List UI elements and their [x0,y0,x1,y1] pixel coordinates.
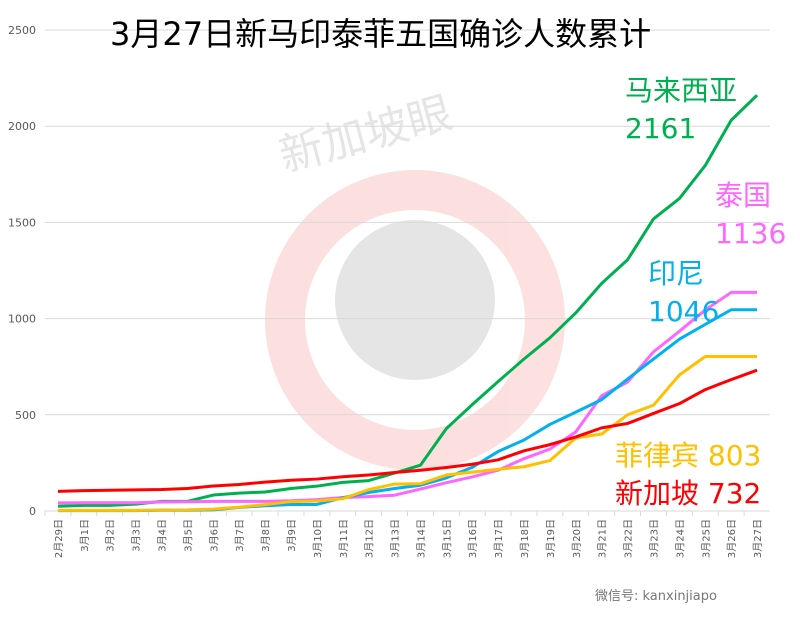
y-axis-ticks: 0 500 1000 1500 2000 2500 [8,24,36,518]
x-tick-label: 3月2日 [105,519,117,552]
x-tick-label: 3月12日 [364,519,376,558]
series-line [57,368,758,493]
x-tick-label: 3月23日 [648,519,660,558]
x-tick-label: 3月4日 [157,519,169,552]
chart-title: 3月27日新马印泰菲五国确诊人数累计 [110,15,651,53]
x-tick-label: 2月29日 [53,519,65,558]
x-tick-label: 3月8日 [260,519,272,552]
x-tick-label: 3月15日 [441,519,453,558]
watermark-logo: 新加坡眼 [265,87,565,470]
series-line [57,355,758,512]
x-tick-label: 3月21日 [597,519,609,558]
x-tick-label: 3月18日 [519,519,531,558]
series-line [57,290,758,505]
x-tick-label: 3月13日 [390,519,402,558]
x-tick-label: 3月10日 [312,519,324,558]
y-tick-label: 1000 [8,313,36,326]
x-tick-label: 3月6日 [208,519,220,552]
series-name-label: 马来西亚 [625,74,737,107]
x-tick-label: 3月25日 [700,519,712,558]
y-tick-label: 1500 [8,216,36,229]
x-tick-label: 3月24日 [674,519,686,558]
watermark-brand: 新加坡眼 [274,87,457,182]
y-tick-label: 500 [15,409,36,422]
x-tick-label: 3月5日 [182,519,194,552]
series-value-label: 1046 [648,295,719,328]
x-tick-label: 3月20日 [571,519,583,558]
x-tick-label: 3月3日 [131,519,143,552]
x-tick-label: 3月19日 [545,519,557,558]
series-value-label: 2161 [625,112,696,145]
x-tick-label: 3月16日 [467,519,479,558]
series-value-label: 1136 [715,217,786,250]
x-tick-label: 3月1日 [79,519,91,552]
y-tick-label: 0 [29,505,36,518]
series-lines [57,94,759,513]
series-label: 菲律宾 803 [615,439,761,472]
x-tick-label: 3月26日 [726,519,738,558]
x-tick-label: 3月11日 [338,519,350,558]
y-tick-label: 2000 [8,120,36,133]
series-labels: 马来西亚 2161 泰国 1136 印尼 1046 菲律宾 803 新加坡 732 [615,74,786,510]
y-tick-label: 2500 [8,24,36,37]
x-tick-label: 3月9日 [286,519,298,552]
x-tick-label: 3月14日 [415,519,427,558]
series-name-label: 泰国 [715,179,771,212]
wechat-watermark: 微信号: kanxinjiapo [595,589,717,604]
x-tick-label: 3月27日 [752,519,764,558]
x-tick-label: 3月17日 [493,519,505,558]
x-tick-label: 3月7日 [234,519,246,552]
series-label: 新加坡 732 [615,477,761,510]
x-tick-label: 3月22日 [623,519,635,558]
x-axis-ticks: 2月29日 3月1日 3月2日 3月3日 3月4日 3月5日 3月6日 3月7日 3月8日 3月9… [44,511,764,558]
series-name-label: 印尼 [648,257,704,290]
